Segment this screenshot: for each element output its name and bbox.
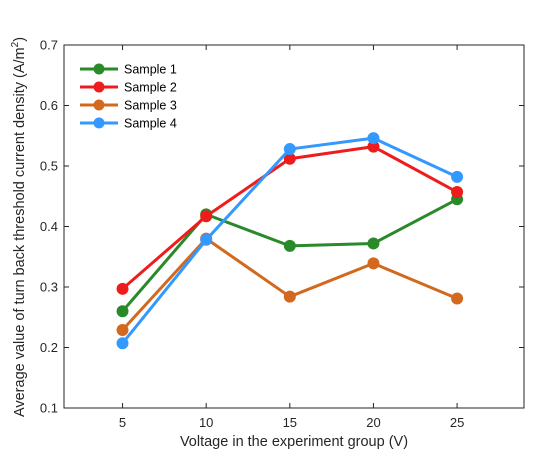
data-point	[116, 337, 129, 350]
legend-item: Sample 2	[80, 81, 177, 95]
series-layer	[116, 132, 464, 350]
legend-item: Sample 1	[80, 63, 177, 77]
legend-item: Sample 4	[80, 117, 177, 131]
y-tick-label: 0.7	[40, 38, 58, 53]
data-point	[283, 143, 296, 156]
data-point	[283, 239, 296, 252]
x-tick-label: 10	[199, 415, 213, 430]
legend-label: Sample 2	[124, 81, 177, 95]
data-point	[451, 292, 464, 305]
x-axis: 5 10 15 20 25	[119, 45, 464, 430]
y-axis-title: Average value of turn back threshold cur…	[10, 37, 28, 417]
y-tick-label: 0.5	[40, 159, 58, 174]
data-point	[116, 323, 129, 336]
legend-label: Sample 4	[124, 117, 177, 131]
data-point	[283, 290, 296, 303]
x-tick-label: 20	[366, 415, 380, 430]
y-axis-title-end: )	[12, 37, 28, 42]
y-tick-label: 0.2	[40, 340, 58, 355]
y-axis-title-main: Average value of turn back threshold cur…	[12, 47, 28, 417]
x-axis-title: Voltage in the experiment group (V)	[180, 434, 408, 450]
legend: Sample 1 Sample 2 Sample 3 Sample 4	[80, 63, 177, 131]
legend-label: Sample 1	[124, 63, 177, 77]
data-point	[367, 257, 380, 270]
y-axis: 0.1 0.2 0.3 0.4 0.5 0.6 0.7	[40, 38, 524, 416]
legend-swatch-marker	[93, 117, 105, 129]
data-point	[367, 237, 380, 250]
data-point	[116, 305, 129, 318]
plot-area	[63, 44, 525, 409]
x-tick-label: 5	[119, 415, 126, 430]
y-tick-label: 0.1	[40, 401, 58, 416]
legend-swatch-marker	[93, 81, 105, 93]
x-tick-label: 15	[283, 415, 297, 430]
legend-swatch-marker	[93, 63, 105, 75]
data-point	[451, 170, 464, 183]
x-tick-label: 25	[450, 415, 464, 430]
legend-swatch-marker	[93, 99, 105, 111]
series-2	[116, 140, 464, 295]
data-point	[451, 186, 464, 199]
y-axis-title-sup: 2	[10, 41, 21, 47]
y-tick-label: 0.4	[40, 219, 58, 234]
y-tick-label: 0.6	[40, 98, 58, 113]
y-tick-label: 0.3	[40, 280, 58, 295]
data-point	[116, 282, 129, 295]
data-point	[200, 233, 213, 246]
legend-item: Sample 3	[80, 99, 177, 113]
series-4	[116, 132, 464, 350]
data-point	[367, 132, 380, 145]
data-point	[200, 210, 213, 223]
legend-label: Sample 3	[124, 99, 177, 113]
